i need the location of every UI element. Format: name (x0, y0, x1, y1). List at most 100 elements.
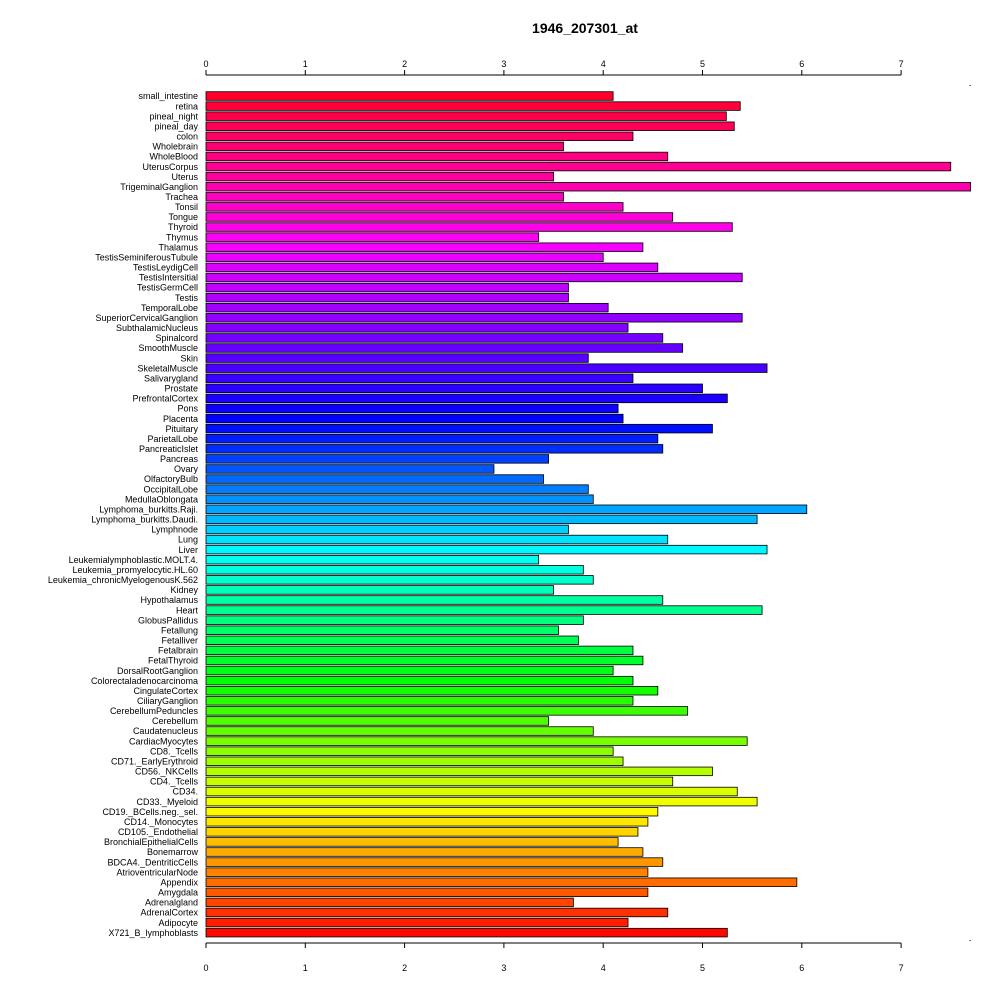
bar[interactable] (205, 827, 639, 837)
bar[interactable] (205, 343, 684, 353)
bar[interactable] (205, 554, 540, 565)
bar[interactable] (205, 726, 594, 736)
bar[interactable] (205, 151, 669, 162)
category-label: Placenta (163, 414, 198, 424)
bar[interactable] (205, 746, 614, 756)
bar[interactable] (205, 111, 727, 121)
bar[interactable] (205, 665, 614, 676)
bar[interactable] (205, 857, 664, 867)
bar[interactable] (205, 696, 634, 706)
bar[interactable] (205, 524, 569, 535)
bar[interactable] (205, 706, 689, 716)
bar[interactable] (205, 736, 748, 746)
bar[interactable] (205, 887, 649, 898)
bar[interactable] (205, 534, 669, 545)
bar[interactable] (205, 645, 634, 656)
bar[interactable] (205, 484, 589, 494)
bar[interactable] (205, 434, 659, 444)
bar[interactable] (205, 161, 952, 172)
bar[interactable] (205, 252, 604, 262)
bar[interactable] (205, 192, 564, 202)
bar[interactable] (205, 454, 549, 464)
bar[interactable] (205, 403, 619, 414)
bar[interactable] (205, 716, 549, 726)
bar[interactable] (205, 413, 624, 424)
x-tick-label: 0 (203, 59, 208, 69)
bar[interactable] (205, 907, 669, 918)
bar[interactable] (205, 373, 634, 383)
bar[interactable] (205, 786, 738, 797)
bar[interactable] (205, 927, 728, 938)
bar[interactable] (205, 867, 649, 877)
bar[interactable] (205, 776, 674, 787)
bar[interactable] (205, 686, 659, 696)
bar[interactable] (205, 141, 564, 152)
bar[interactable] (205, 877, 798, 887)
category-label: Tonsil (175, 202, 198, 212)
bar[interactable] (205, 383, 703, 394)
bar[interactable] (205, 625, 559, 635)
x-tick-label: 2 (402, 963, 407, 973)
category-label: TestisSeminiferousTubule (95, 252, 198, 262)
bar[interactable] (205, 605, 763, 615)
bar[interactable] (205, 242, 644, 252)
bar[interactable] (205, 171, 554, 182)
bar[interactable] (205, 313, 743, 323)
bar[interactable] (205, 212, 674, 222)
bar[interactable] (205, 837, 619, 847)
x-tick-label: 6 (799, 59, 804, 69)
bar[interactable] (205, 222, 733, 232)
category-label: OccipitalLobe (143, 484, 198, 494)
bar[interactable] (205, 101, 741, 111)
bar[interactable] (205, 323, 629, 333)
bar[interactable] (205, 423, 713, 434)
bar[interactable] (205, 756, 624, 766)
bar[interactable] (205, 897, 574, 908)
bar[interactable] (205, 131, 634, 142)
bar[interactable] (205, 655, 644, 666)
bar[interactable] (205, 282, 569, 293)
bar[interactable] (205, 444, 664, 454)
bar[interactable] (205, 363, 768, 373)
category-label: Skin (180, 353, 198, 363)
bar[interactable] (205, 91, 614, 101)
bar[interactable] (205, 302, 609, 313)
category-label: Leukemialymphoblastic.MOLT.4. (69, 555, 198, 565)
bar[interactable] (205, 353, 589, 363)
bar[interactable] (205, 796, 758, 807)
bar[interactable] (205, 595, 664, 605)
bar[interactable] (205, 806, 659, 817)
category-label: Cerebellum (152, 716, 198, 726)
bar[interactable] (205, 292, 569, 303)
bar[interactable] (205, 393, 728, 404)
bar[interactable] (205, 585, 554, 595)
bar[interactable] (205, 504, 808, 514)
bar[interactable] (205, 675, 634, 686)
bar[interactable] (205, 474, 545, 484)
x-tick-label: 2 (402, 59, 407, 69)
bar[interactable] (205, 847, 644, 857)
bar[interactable] (205, 917, 629, 928)
bar[interactable] (205, 333, 664, 343)
bar[interactable] (205, 494, 594, 504)
bar[interactable] (205, 182, 972, 192)
category-label: CD56._NKCells (135, 767, 199, 777)
bar[interactable] (205, 121, 735, 131)
bar[interactable] (205, 262, 659, 273)
bar[interactable] (205, 817, 649, 827)
bar[interactable] (205, 464, 495, 474)
bar[interactable] (205, 232, 540, 242)
bar[interactable] (205, 575, 594, 585)
bar[interactable] (205, 635, 579, 646)
bar[interactable] (205, 544, 768, 555)
bar[interactable] (205, 272, 743, 283)
bar[interactable] (205, 202, 624, 212)
category-label: OlfactoryBulb (144, 474, 198, 484)
bar[interactable] (205, 565, 584, 575)
category-label: Trachea (165, 192, 198, 202)
bar[interactable] (205, 514, 758, 525)
bar[interactable] (205, 615, 584, 625)
bar[interactable] (205, 766, 713, 777)
x-tick-label: 7 (899, 59, 904, 69)
